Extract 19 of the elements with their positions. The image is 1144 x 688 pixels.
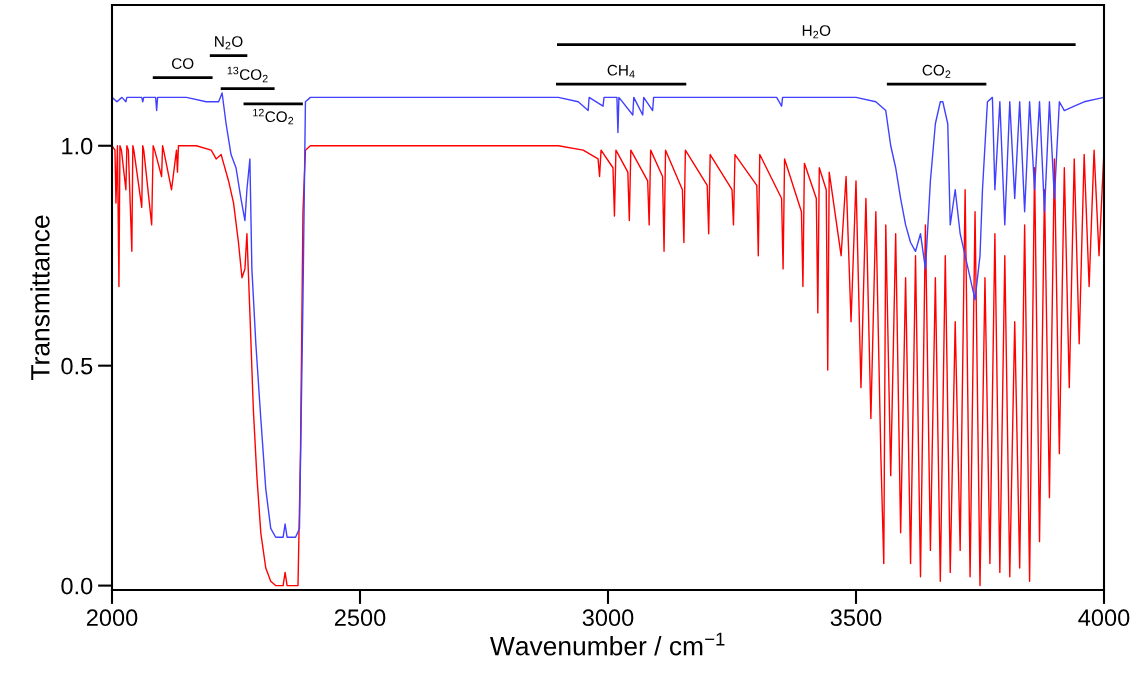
y-tick-label: 0.5 bbox=[61, 357, 93, 375]
series-label: CO$_{2}$ bbox=[922, 64, 951, 78]
x-tick-label: 4000 bbox=[1078, 609, 1130, 627]
series-label: $^{12}$CO$_{2}$ bbox=[253, 108, 294, 125]
series-label: CO bbox=[172, 58, 194, 69]
line-series bbox=[112, 145, 1104, 587]
series-label: H$_{2}$O bbox=[802, 25, 831, 39]
x-axis-title: Wavenumber / cm$^{−1}$ bbox=[490, 632, 725, 656]
x-tick-label: 2500 bbox=[334, 609, 386, 627]
y-axis-title: Transmittance bbox=[30, 215, 50, 380]
x-tick-label: 3500 bbox=[830, 609, 882, 627]
series-label: $^{13}$CO$_{2}$ bbox=[227, 66, 268, 83]
series-label: CH$_{4}$ bbox=[607, 64, 635, 78]
x-tick-label: 3000 bbox=[582, 609, 634, 627]
series-label: N$_{2}$O bbox=[215, 36, 243, 50]
y-tick-label: 1.0 bbox=[62, 137, 93, 155]
line-series bbox=[112, 92, 1104, 538]
y-tick-label: 0.0 bbox=[61, 577, 93, 595]
x-tick-label: 2000 bbox=[86, 609, 138, 627]
